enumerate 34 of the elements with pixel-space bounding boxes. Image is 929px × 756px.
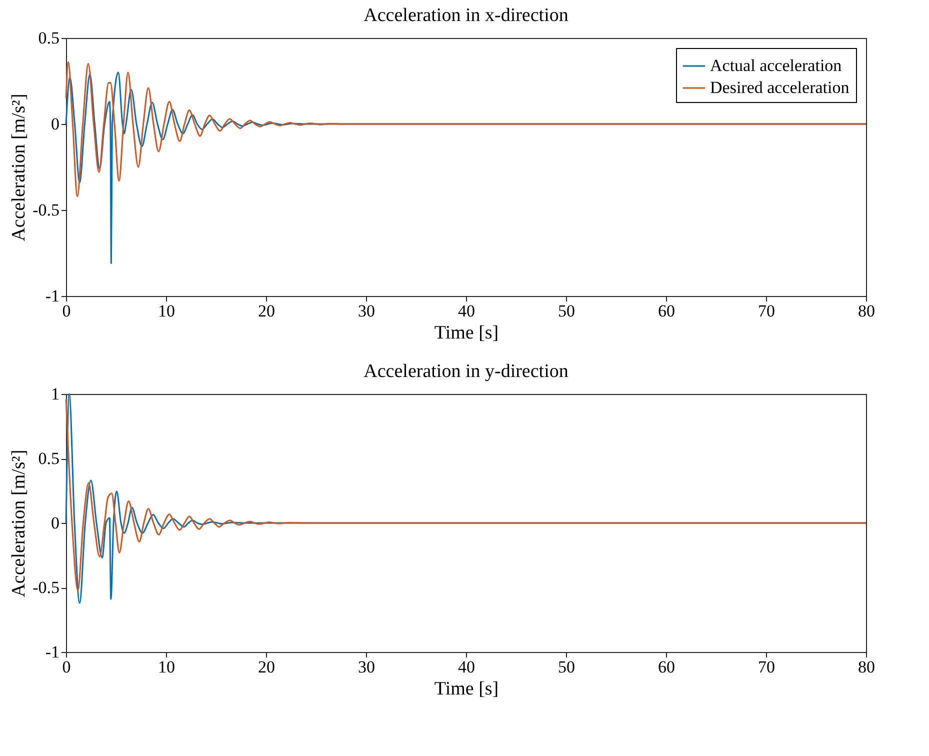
y-tick-label: -1: [45, 642, 60, 662]
x-tick-label: 40: [458, 658, 475, 676]
x-tick-label: 30: [358, 302, 375, 320]
chart-title: Acceleration in x-direction: [364, 5, 569, 26]
x-tick-label: 20: [258, 302, 275, 320]
x-tick-label: 70: [758, 302, 775, 320]
x-tick-label: 80: [858, 302, 875, 320]
y-tick-label: -0.5: [32, 200, 60, 220]
y-tick-label: 0: [51, 114, 60, 134]
x-tick-label: 50: [558, 658, 575, 676]
x-tick-label: 50: [558, 302, 575, 320]
y-axis-title: Acceleration [m/s²]: [8, 94, 30, 242]
x-axis-title: Time [s]: [434, 678, 499, 700]
x-tick-label: 60: [658, 658, 675, 676]
legend-label: Desired acceleration: [710, 78, 850, 97]
x-tick-label: 60: [658, 302, 675, 320]
line-series: [65, 61, 867, 197]
x-axis-title: Time [s]: [434, 322, 499, 344]
y-tick-label: 0: [51, 514, 60, 532]
y-tick-label: 1: [51, 384, 60, 404]
x-tick-label: 70: [758, 658, 775, 676]
x-tick-label: 10: [158, 658, 175, 676]
legend-label: Actual acceleration: [710, 56, 842, 75]
y-tick-label: -1: [45, 286, 60, 306]
x-tick-label: 80: [858, 658, 875, 676]
x-tick-label: 10: [158, 302, 175, 320]
y-tick-label: 0.5: [38, 28, 60, 48]
y-axis-title: Acceleration [m/s²]: [8, 450, 30, 598]
y-tick-label: 0.5: [38, 449, 60, 468]
y-tick-label: -0.5: [32, 578, 60, 597]
x-tick-label: 20: [258, 658, 275, 676]
x-tick-label: 40: [458, 302, 475, 320]
chart-title: Acceleration in y-direction: [364, 361, 569, 382]
x-tick-label: 30: [358, 658, 375, 676]
